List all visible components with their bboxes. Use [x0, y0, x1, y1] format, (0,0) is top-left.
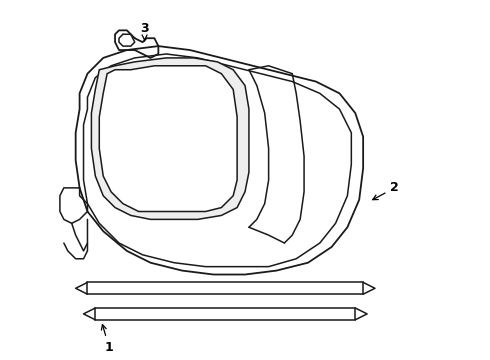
Text: 2: 2 [373, 181, 399, 200]
Polygon shape [88, 282, 363, 294]
Polygon shape [75, 46, 363, 275]
Polygon shape [96, 308, 355, 320]
Text: 3: 3 [140, 22, 149, 41]
Text: 1: 1 [101, 325, 114, 354]
Polygon shape [83, 54, 351, 267]
Polygon shape [99, 66, 237, 212]
Polygon shape [92, 58, 249, 219]
